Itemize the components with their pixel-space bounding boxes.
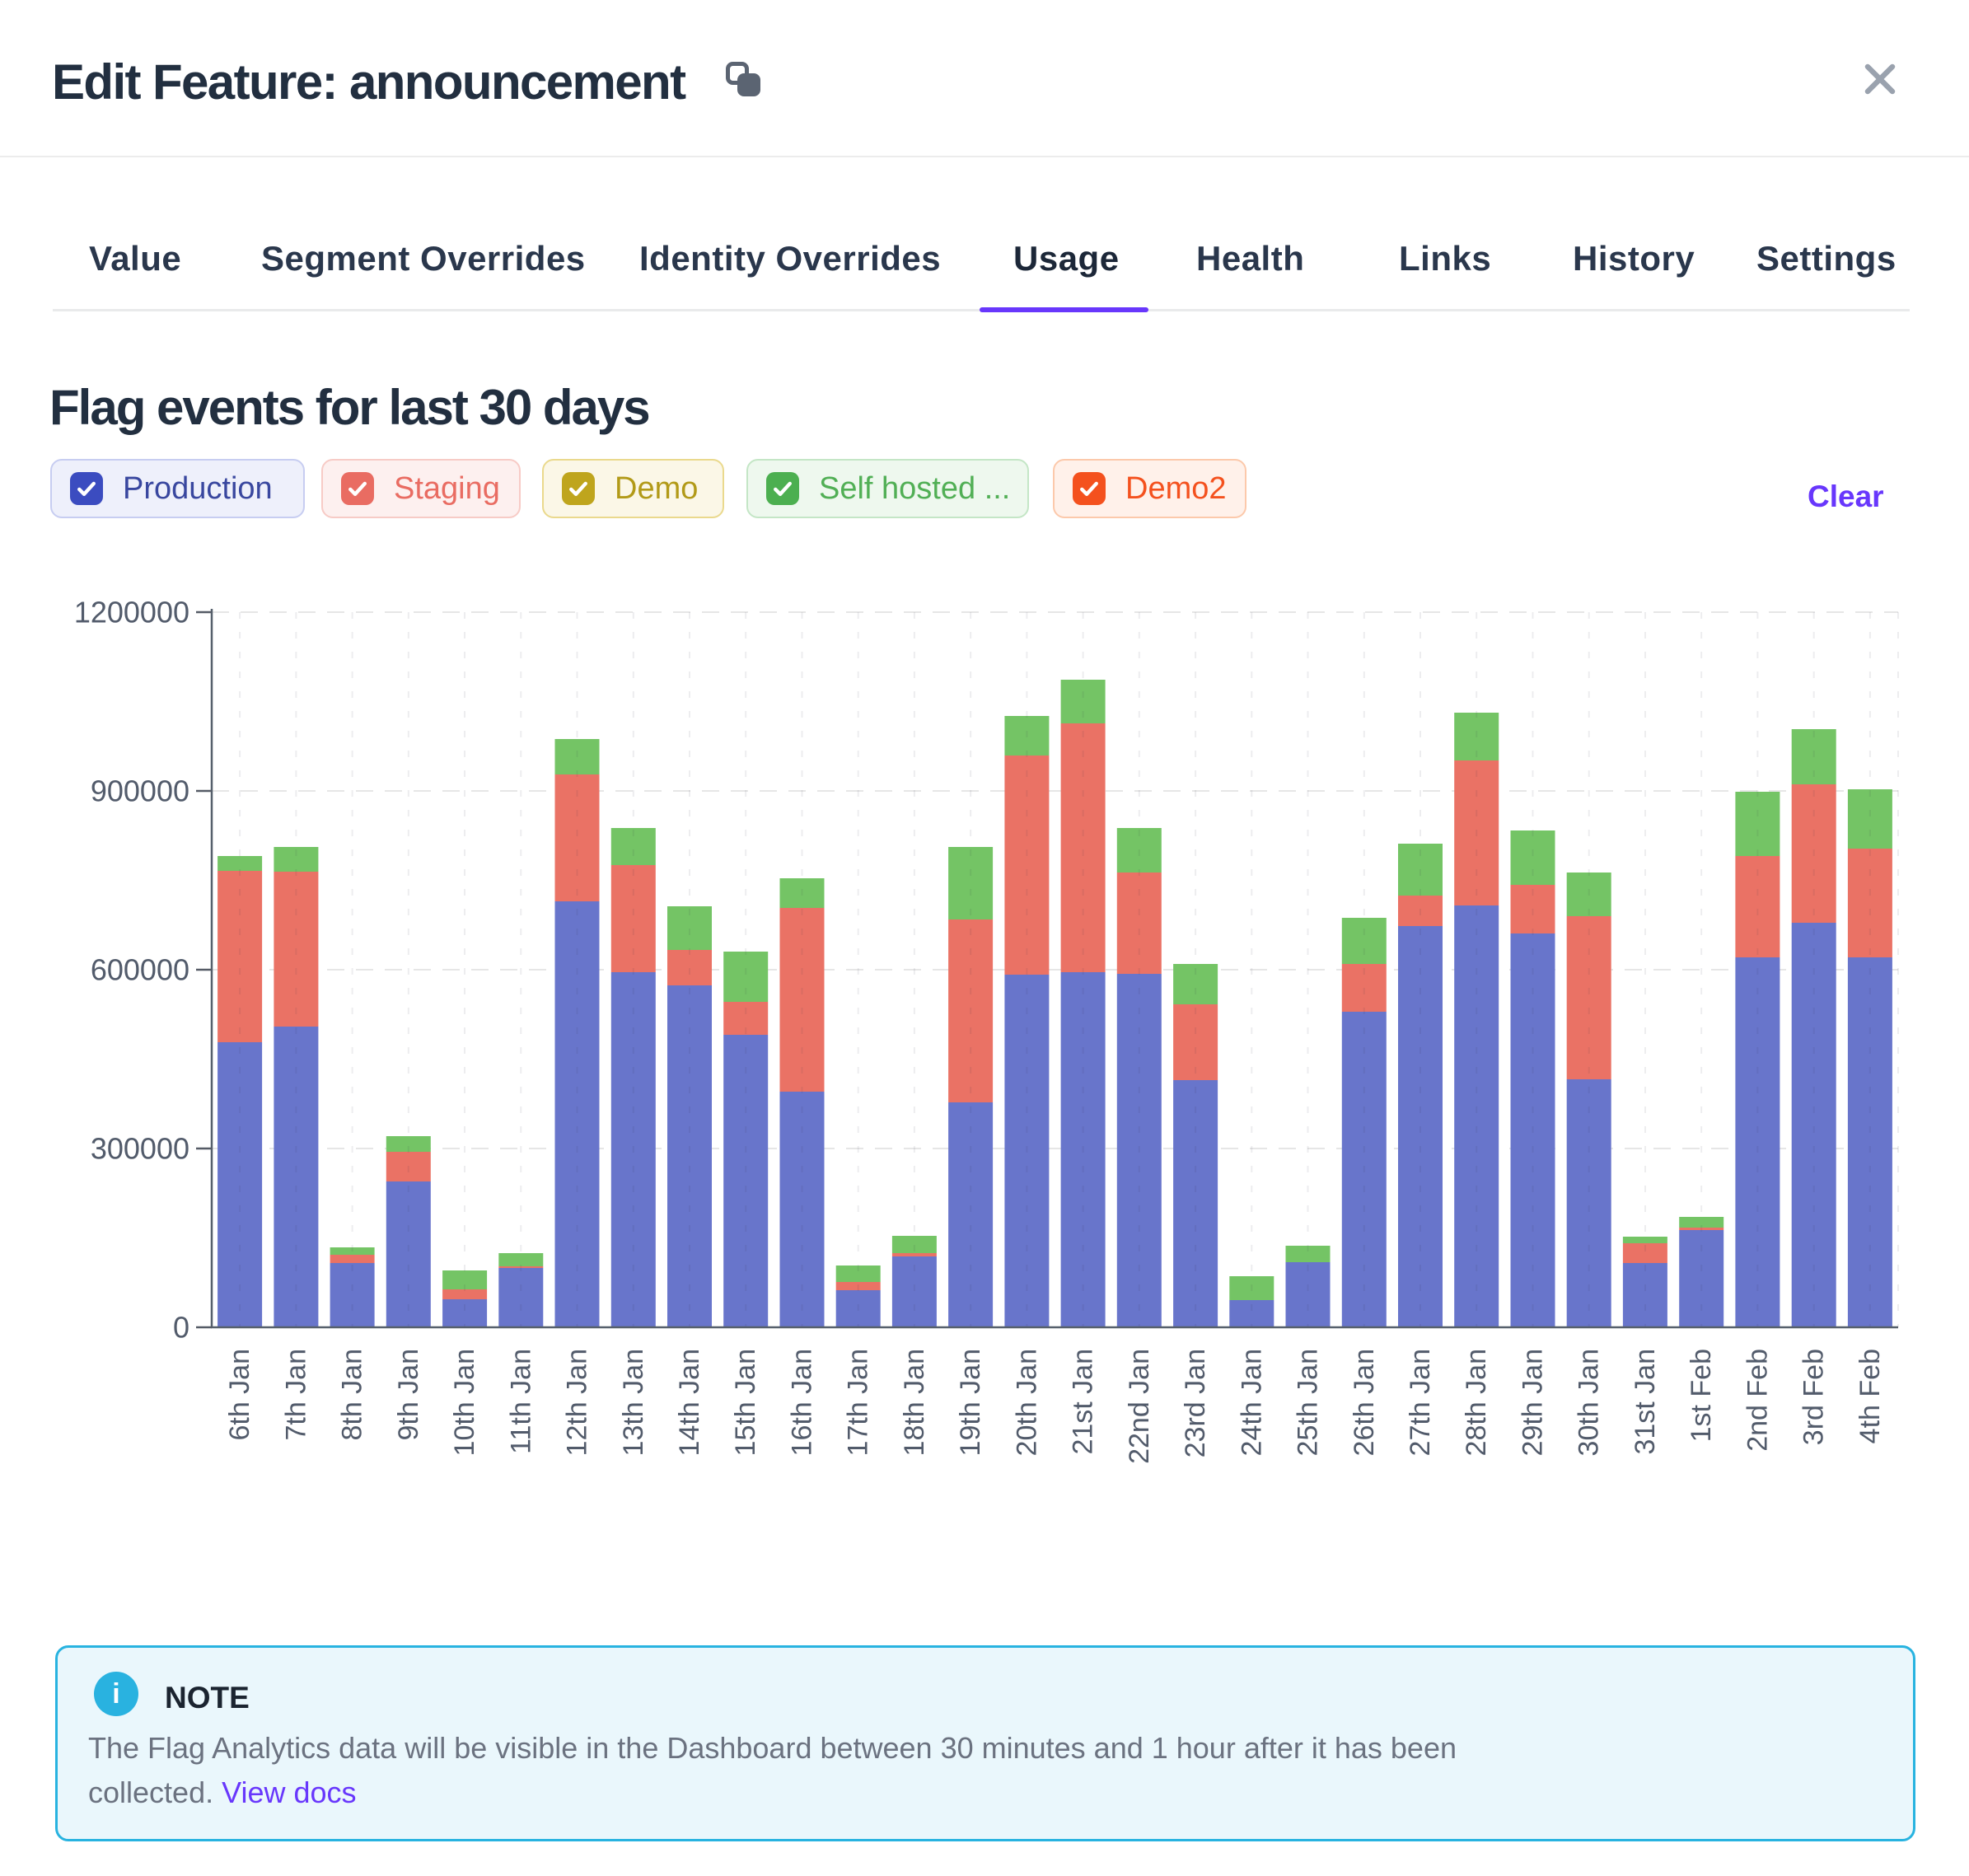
svg-text:300000: 300000 — [91, 1132, 189, 1166]
svg-text:15th Jan: 15th Jan — [730, 1349, 761, 1456]
svg-text:24th Jan: 24th Jan — [1236, 1349, 1267, 1456]
svg-text:900000: 900000 — [91, 774, 189, 808]
svg-text:600000: 600000 — [91, 953, 189, 987]
svg-text:1st Feb: 1st Feb — [1686, 1349, 1717, 1442]
svg-text:18th Jan: 18th Jan — [899, 1349, 930, 1456]
svg-text:25th Jan: 25th Jan — [1293, 1349, 1324, 1456]
svg-text:26th Jan: 26th Jan — [1349, 1349, 1380, 1456]
svg-text:23rd Jan: 23rd Jan — [1180, 1349, 1211, 1457]
svg-text:31st Jan: 31st Jan — [1630, 1349, 1661, 1455]
svg-text:22nd Jan: 22nd Jan — [1124, 1349, 1155, 1464]
svg-text:12th Jan: 12th Jan — [562, 1349, 593, 1456]
svg-text:9th Jan: 9th Jan — [393, 1349, 424, 1441]
svg-text:8th Jan: 8th Jan — [337, 1349, 368, 1441]
svg-text:29th Jan: 29th Jan — [1518, 1349, 1549, 1456]
svg-text:10th Jan: 10th Jan — [449, 1349, 480, 1456]
svg-text:2nd Feb: 2nd Feb — [1742, 1349, 1773, 1452]
svg-text:19th Jan: 19th Jan — [955, 1349, 986, 1456]
svg-text:11th Jan: 11th Jan — [505, 1349, 536, 1454]
svg-text:16th Jan: 16th Jan — [787, 1349, 818, 1456]
svg-text:1200000: 1200000 — [74, 596, 189, 629]
svg-text:21st Jan: 21st Jan — [1068, 1349, 1099, 1455]
svg-text:4th Feb: 4th Feb — [1854, 1349, 1886, 1443]
svg-text:28th Jan: 28th Jan — [1461, 1349, 1492, 1456]
svg-text:17th Jan: 17th Jan — [843, 1349, 874, 1456]
svg-text:30th Jan: 30th Jan — [1574, 1349, 1605, 1456]
svg-text:13th Jan: 13th Jan — [618, 1349, 649, 1456]
svg-text:3rd Feb: 3rd Feb — [1798, 1349, 1830, 1445]
svg-text:7th Jan: 7th Jan — [280, 1349, 311, 1441]
svg-text:20th Jan: 20th Jan — [1011, 1349, 1042, 1456]
svg-text:0: 0 — [173, 1311, 189, 1345]
svg-text:27th Jan: 27th Jan — [1405, 1349, 1436, 1456]
svg-text:14th Jan: 14th Jan — [674, 1349, 705, 1456]
svg-text:6th Jan: 6th Jan — [224, 1349, 255, 1441]
